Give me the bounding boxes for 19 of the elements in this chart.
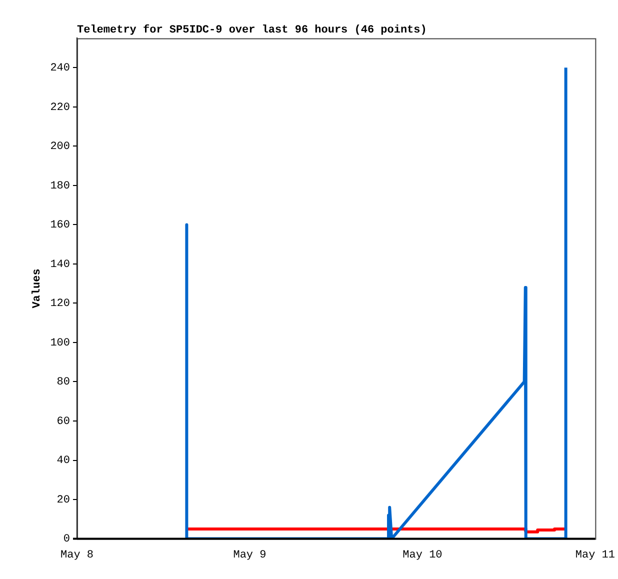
y-tick-label: 20 [56, 494, 70, 506]
y-tick-label: 80 [56, 376, 70, 389]
y-axis-title: Values [31, 268, 44, 308]
y-tick-label: 160 [50, 220, 70, 232]
x-tick-label: May 11 [575, 549, 616, 562]
x-tick-label: May 9 [233, 549, 266, 562]
x-tick-label: May 8 [60, 549, 94, 562]
y-tick-label: 200 [50, 141, 70, 154]
y-tick-label: 100 [50, 337, 70, 350]
y-tick-label: 120 [50, 298, 70, 310]
y-tick-label: 60 [56, 416, 70, 428]
y-tick-label: 220 [50, 102, 70, 114]
y-tick-label: 0 [63, 534, 70, 546]
y-tick-label: 240 [50, 62, 70, 75]
chart-title: Telemetry for SP5IDC-9 over last 96 hours (46 points) [77, 23, 427, 36]
y-tick-label: 140 [50, 258, 70, 271]
x-tick-label: May 10 [402, 549, 442, 562]
y-tick-label: 180 [50, 180, 70, 192]
y-tick-label: 40 [56, 455, 70, 468]
